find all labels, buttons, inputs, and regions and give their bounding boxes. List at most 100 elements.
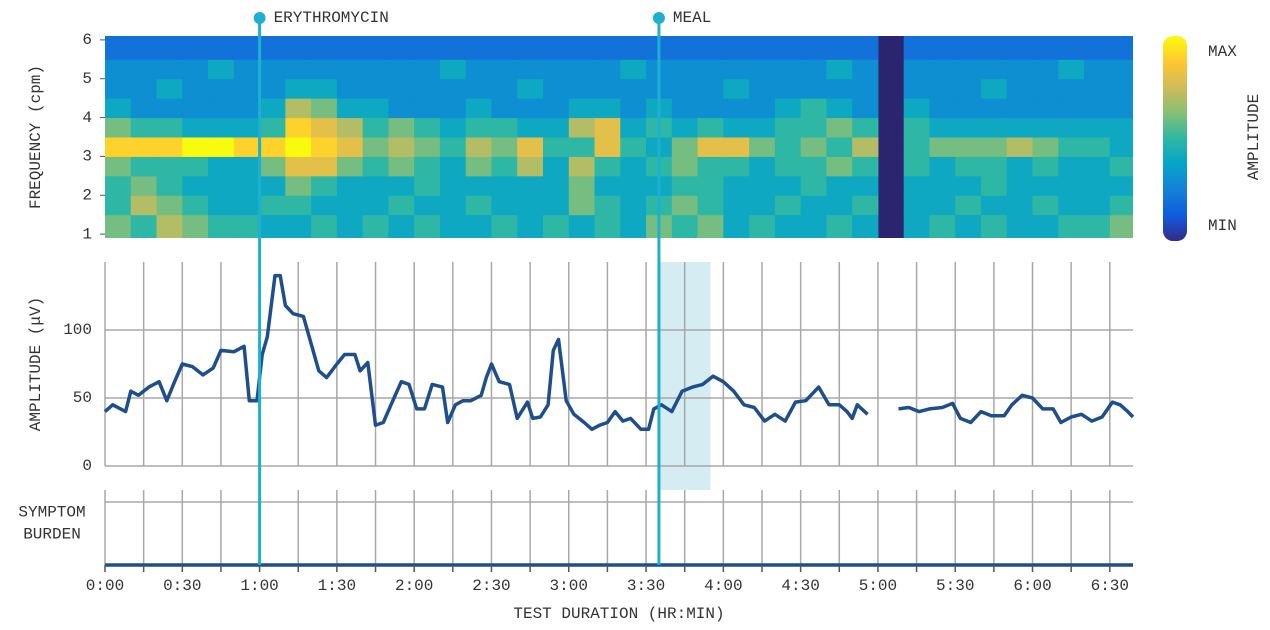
- heat-cell: [517, 175, 544, 196]
- heat-cell: [542, 78, 570, 99]
- heat-cell: [1006, 137, 1034, 157]
- heat-cell: [362, 36, 389, 60]
- colorbar: [1163, 36, 1187, 241]
- heat-cell: [259, 98, 286, 119]
- heat-cell: [130, 214, 158, 238]
- heat-cell: [259, 59, 286, 80]
- heat-cell: [774, 36, 802, 60]
- heat-cell: [336, 59, 364, 80]
- heat-cell: [517, 117, 544, 138]
- heat-cell: [852, 214, 879, 238]
- heat-cell: [465, 137, 492, 157]
- heat-cell: [105, 214, 132, 238]
- heat-cell: [542, 175, 570, 196]
- heat-cell: [156, 156, 183, 177]
- heat-cell: [259, 137, 286, 157]
- heat-cell: [105, 98, 132, 119]
- heat-cell: [465, 175, 492, 196]
- heat-cell: [1006, 214, 1034, 238]
- heat-cell: [208, 156, 235, 177]
- data-line: [103, 273, 1135, 432]
- heat-cell: [311, 175, 338, 196]
- heat-cell: [620, 156, 647, 177]
- heat-cell: [130, 156, 158, 177]
- heat-cell: [491, 117, 518, 138]
- heat-cell: [439, 137, 467, 157]
- heat-cell: [826, 78, 853, 99]
- heat-cell: [749, 195, 776, 216]
- heat-cell: [105, 78, 132, 99]
- heat-cell: [620, 98, 647, 119]
- heat-cell: [620, 195, 647, 216]
- heat-cell: [362, 117, 389, 138]
- colorbar-label: AMPLITUDE: [1245, 94, 1263, 180]
- heat-cell: [671, 195, 699, 216]
- heat-cell: [1032, 59, 1059, 80]
- heat-cell: [852, 59, 879, 80]
- heat-cell: [439, 98, 467, 119]
- heat-cell: [182, 98, 209, 119]
- heat-cell: [285, 117, 312, 138]
- heat-cell: [671, 156, 699, 177]
- heat-cell: [1084, 78, 1111, 99]
- heat-cell: [749, 98, 776, 119]
- heat-cell: [980, 78, 1008, 99]
- heat-cell: [903, 59, 930, 80]
- heat-cell: [1006, 36, 1034, 60]
- heat-cell: [130, 78, 158, 99]
- y-tick-label: 3: [82, 148, 92, 166]
- y-tick-label: 4: [82, 109, 92, 127]
- heat-cell: [311, 59, 338, 80]
- heat-cell: [491, 78, 518, 99]
- heat-cell: [1058, 36, 1085, 60]
- heat-cell: [208, 175, 235, 196]
- heat-cell: [388, 156, 415, 177]
- heat-cell: [259, 78, 286, 99]
- heat-cell: [156, 59, 183, 80]
- plot-area: MAX MIN AMPLITUDE 1 2 3 4 5 6 FREQUENCY (cpm) 0 50 1…: [18, 9, 1263, 623]
- heat-cell: [336, 156, 364, 177]
- heat-cell: [903, 98, 930, 119]
- heat-cell: [414, 195, 441, 216]
- heat-cell: [336, 214, 364, 238]
- heat-cell: [826, 214, 853, 238]
- heat-cell: [542, 59, 570, 80]
- y-tick-label: 50: [73, 389, 92, 407]
- heat-cell: [955, 195, 982, 216]
- x-tick-label: 2:30: [472, 577, 510, 595]
- colorbar-min-label: MIN: [1208, 217, 1237, 235]
- heat-cell: [182, 78, 209, 99]
- heat-cell: [105, 59, 132, 80]
- heat-cell: [105, 36, 132, 60]
- heat-cell: [105, 117, 132, 138]
- heat-cell: [594, 117, 621, 138]
- heat-cell: [182, 59, 209, 80]
- x-tick-label: 1:30: [318, 577, 356, 595]
- heat-cell: [465, 36, 492, 60]
- heat-cell: [233, 98, 261, 119]
- heat-cell: [439, 59, 467, 80]
- heat-cell: [800, 156, 827, 177]
- heat-cell: [491, 98, 518, 119]
- heat-cell: [723, 156, 750, 177]
- heat-cell: [749, 175, 776, 196]
- heat-cell: [182, 175, 209, 196]
- heat-cell: [130, 59, 158, 80]
- heat-cell: [388, 117, 415, 138]
- heat-cell: [1058, 137, 1085, 157]
- heat-cell: [749, 117, 776, 138]
- heat-cell: [826, 175, 853, 196]
- heat-cell: [233, 36, 261, 60]
- heat-cell: [568, 98, 596, 119]
- heat-cell: [800, 195, 827, 216]
- heat-cell: [388, 214, 415, 238]
- heat-cell: [1006, 195, 1034, 216]
- x-tick-label: 3:30: [627, 577, 665, 595]
- heat-cell: [388, 195, 415, 216]
- heat-cell: [362, 214, 389, 238]
- heat-cell: [388, 98, 415, 119]
- heat-cell: [208, 59, 235, 80]
- heat-cell: [594, 137, 621, 157]
